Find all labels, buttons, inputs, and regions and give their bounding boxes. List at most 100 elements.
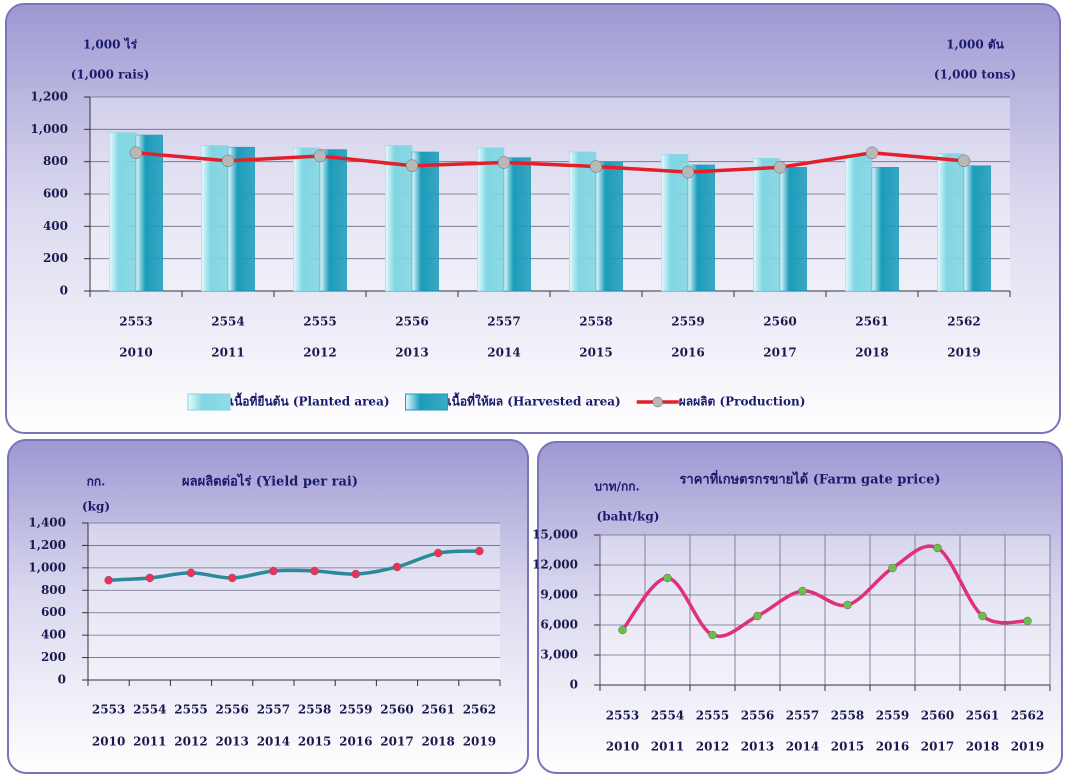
- y-tick-label: 800: [43, 154, 68, 168]
- y-tick-label: 15,000: [532, 528, 578, 542]
- marker: [129, 146, 143, 160]
- x-tick-label-ce: 2010: [92, 735, 125, 749]
- bar: [963, 165, 991, 292]
- marker: [663, 573, 672, 583]
- panel: [5, 3, 1061, 434]
- x-tick-label: 2554: [651, 709, 684, 723]
- legend-label: เนื้อที่ให้ผล (Harvested area): [448, 392, 621, 409]
- x-tick-label-ce: 2015: [831, 740, 864, 754]
- x-tick-label: 2561: [966, 709, 999, 723]
- x-tick-label-ce: 2011: [211, 346, 244, 360]
- x-tick-label: 2559: [876, 709, 909, 723]
- bar: [411, 151, 439, 292]
- x-tick-label: 2557: [786, 709, 819, 723]
- x-tick-label: 2555: [696, 709, 729, 723]
- x-tick-label-ce: 2010: [606, 740, 639, 754]
- x-tick-label-ce: 2019: [1011, 740, 1044, 754]
- x-tick-label: 2560: [921, 709, 954, 723]
- x-tick-label-ce: 2014: [487, 346, 520, 360]
- line: [108, 549, 480, 582]
- x-tick-label-ce: 2017: [763, 346, 796, 360]
- y2-axis-label: 1,000 ตัน: [946, 38, 1005, 52]
- x-tick-label: 2560: [380, 703, 413, 717]
- x-tick-label-ce: 2013: [215, 735, 248, 749]
- marker: [681, 165, 695, 179]
- x-tick-label: 2559: [339, 703, 372, 717]
- y-tick-label: 600: [43, 187, 68, 201]
- y-tick-label: 3,000: [540, 648, 578, 662]
- x-tick-label: 2553: [92, 703, 125, 717]
- x-tick-label: 2560: [763, 315, 796, 329]
- x-tick-label-ce: 2010: [119, 346, 152, 360]
- bar: [937, 153, 965, 292]
- bar: [661, 154, 689, 292]
- y-tick-label: 12,000: [532, 558, 578, 572]
- marker: [433, 548, 443, 558]
- plot-area: [88, 523, 500, 680]
- marker: [351, 569, 361, 579]
- marker: [221, 154, 235, 168]
- y-tick-label: 1,400: [28, 516, 66, 530]
- x-tick-label: 2557: [487, 315, 520, 329]
- x-tick-label-ce: 2018: [855, 346, 888, 360]
- x-tick-label-ce: 2017: [380, 735, 413, 749]
- x-tick-label-ce: 2016: [671, 346, 704, 360]
- marker: [269, 566, 278, 576]
- x-tick-label-ce: 2015: [579, 346, 612, 360]
- marker: [145, 573, 155, 583]
- x-tick-label: 2559: [671, 315, 704, 329]
- marker: [313, 149, 327, 163]
- y-tick-label: 800: [41, 583, 66, 597]
- y-tick-label: 0: [570, 678, 578, 692]
- marker: [933, 543, 942, 553]
- bar: [569, 151, 597, 292]
- x-tick-label-ce: 2019: [947, 346, 980, 360]
- marker: [618, 625, 627, 635]
- y-tick-label: 0: [60, 284, 68, 298]
- marker: [753, 611, 762, 621]
- x-tick-label-ce: 2011: [133, 735, 166, 749]
- x-tick-label: 2561: [421, 703, 454, 717]
- marker: [843, 600, 852, 610]
- marker: [1023, 616, 1032, 626]
- bar: [595, 161, 623, 292]
- y-axis-label: บาท/กก.: [594, 480, 639, 494]
- marker: [708, 630, 717, 640]
- marker: [888, 563, 897, 573]
- bar: [293, 147, 321, 292]
- bar: [753, 158, 781, 292]
- x-tick-label-ce: 2013: [395, 346, 428, 360]
- y-tick-label: 9,000: [540, 588, 578, 602]
- y-tick-label: 200: [41, 650, 66, 664]
- y-axis-sublabel: (kg): [82, 500, 110, 514]
- marker: [589, 160, 603, 173]
- x-tick-label-ce: 2015: [298, 735, 331, 749]
- legend-label: ผลผลิต (Production): [679, 395, 806, 409]
- x-tick-label-ce: 2013: [741, 740, 774, 754]
- x-tick-label: 2556: [741, 709, 774, 723]
- x-tick-label: 2562: [947, 315, 980, 329]
- y-tick-label: 1,200: [28, 538, 66, 552]
- y-tick-label: 1,200: [30, 90, 68, 104]
- marker: [865, 146, 879, 160]
- y-axis-label: 1,000 ไร่: [83, 37, 138, 52]
- x-tick-label-ce: 2014: [257, 735, 290, 749]
- marker: [497, 156, 511, 169]
- y-tick-label: 200: [43, 251, 68, 265]
- bar: [871, 167, 899, 292]
- bar: [201, 145, 229, 292]
- marker: [405, 159, 419, 172]
- x-tick-label: 2554: [211, 315, 244, 329]
- x-tick-label: 2555: [303, 315, 336, 329]
- legend-label: เนื้อที่ยืนต้น (Planted area): [230, 392, 390, 409]
- marker: [773, 161, 787, 174]
- bar: [503, 157, 531, 292]
- marker: [475, 546, 484, 556]
- line: [621, 544, 1028, 639]
- line: [135, 151, 965, 174]
- y2-axis-sublabel: (1,000 tons): [934, 68, 1016, 82]
- marker: [104, 575, 113, 585]
- x-tick-label-ce: 2012: [696, 740, 729, 754]
- x-tick-label-ce: 2011: [651, 740, 684, 754]
- marker: [957, 154, 971, 168]
